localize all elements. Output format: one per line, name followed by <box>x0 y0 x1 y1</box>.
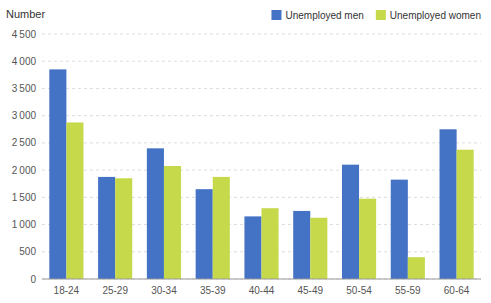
bar <box>293 211 310 279</box>
bar <box>359 199 376 279</box>
grid-line <box>42 61 481 62</box>
x-tick-label: 25-29 <box>102 285 128 296</box>
bar <box>262 208 279 279</box>
legend-item: Unemployed women <box>376 10 481 21</box>
bar <box>66 122 83 279</box>
series <box>66 122 473 279</box>
grid-line <box>42 88 481 89</box>
legend-swatch <box>376 10 386 20</box>
bar <box>342 165 359 279</box>
grid-line <box>42 279 481 280</box>
legend-swatch <box>271 10 281 20</box>
x-tick-label: 30-34 <box>151 285 177 296</box>
y-axis-label: Number <box>6 8 45 20</box>
grid-line <box>42 170 481 171</box>
chart: 0 500 1 000 1 500 2 000 2 500 3 000 3 500 4 000 4… <box>0 0 491 303</box>
x-axis: 18-24 25-29 30-34 35-39 40-44 45-49 50-54 55-59… <box>54 285 470 296</box>
legend-label: Unemployed women <box>390 10 481 21</box>
bar <box>310 218 327 279</box>
bar <box>440 129 457 279</box>
bar <box>49 69 66 279</box>
bar <box>244 216 261 279</box>
y-tick-label: 500 <box>19 246 36 257</box>
y-tick-label: 0 <box>30 274 36 285</box>
y-tick-label: 1 500 <box>12 192 37 203</box>
bars <box>49 69 473 279</box>
y-tick-label: 4 000 <box>12 56 37 67</box>
bar <box>196 189 213 279</box>
y-tick-label: 2 000 <box>12 165 37 176</box>
y-tick-label: 3 500 <box>12 83 37 94</box>
chart-container: 0 500 1 000 1 500 2 000 2 500 3 000 3 500 4 000 4… <box>0 0 491 303</box>
legend-label: Unemployed men <box>285 10 363 21</box>
grid-line <box>42 142 481 143</box>
bar <box>457 150 474 279</box>
grid-line <box>42 34 481 35</box>
bar <box>98 177 115 279</box>
y-axis: 0 500 1 000 1 500 2 000 2 500 3 000 3 500 4 000 4… <box>12 29 481 285</box>
grid-line <box>42 115 481 116</box>
legend: Unemployed men Unemployed women <box>271 10 481 21</box>
y-tick-label: 4 500 <box>12 29 37 40</box>
x-tick-label: 60-64 <box>444 285 470 296</box>
bar <box>391 180 408 279</box>
series <box>49 69 456 279</box>
x-tick-label: 40-44 <box>249 285 275 296</box>
y-tick-label: 1 000 <box>12 219 37 230</box>
background <box>0 0 491 303</box>
bar <box>115 178 132 279</box>
bar <box>164 166 181 279</box>
bar <box>408 257 425 279</box>
y-tick-label: 3 000 <box>12 110 37 121</box>
x-tick-label: 35-39 <box>200 285 226 296</box>
x-tick-label: 50-54 <box>346 285 372 296</box>
legend-item: Unemployed men <box>271 10 363 21</box>
y-tick-label: 2 500 <box>12 137 37 148</box>
x-axis-line <box>42 279 481 280</box>
x-tick-label: 18-24 <box>54 285 80 296</box>
bar <box>147 148 164 279</box>
bar <box>213 177 230 279</box>
x-tick-label: 45-49 <box>297 285 323 296</box>
x-tick-label: 55-59 <box>395 285 421 296</box>
